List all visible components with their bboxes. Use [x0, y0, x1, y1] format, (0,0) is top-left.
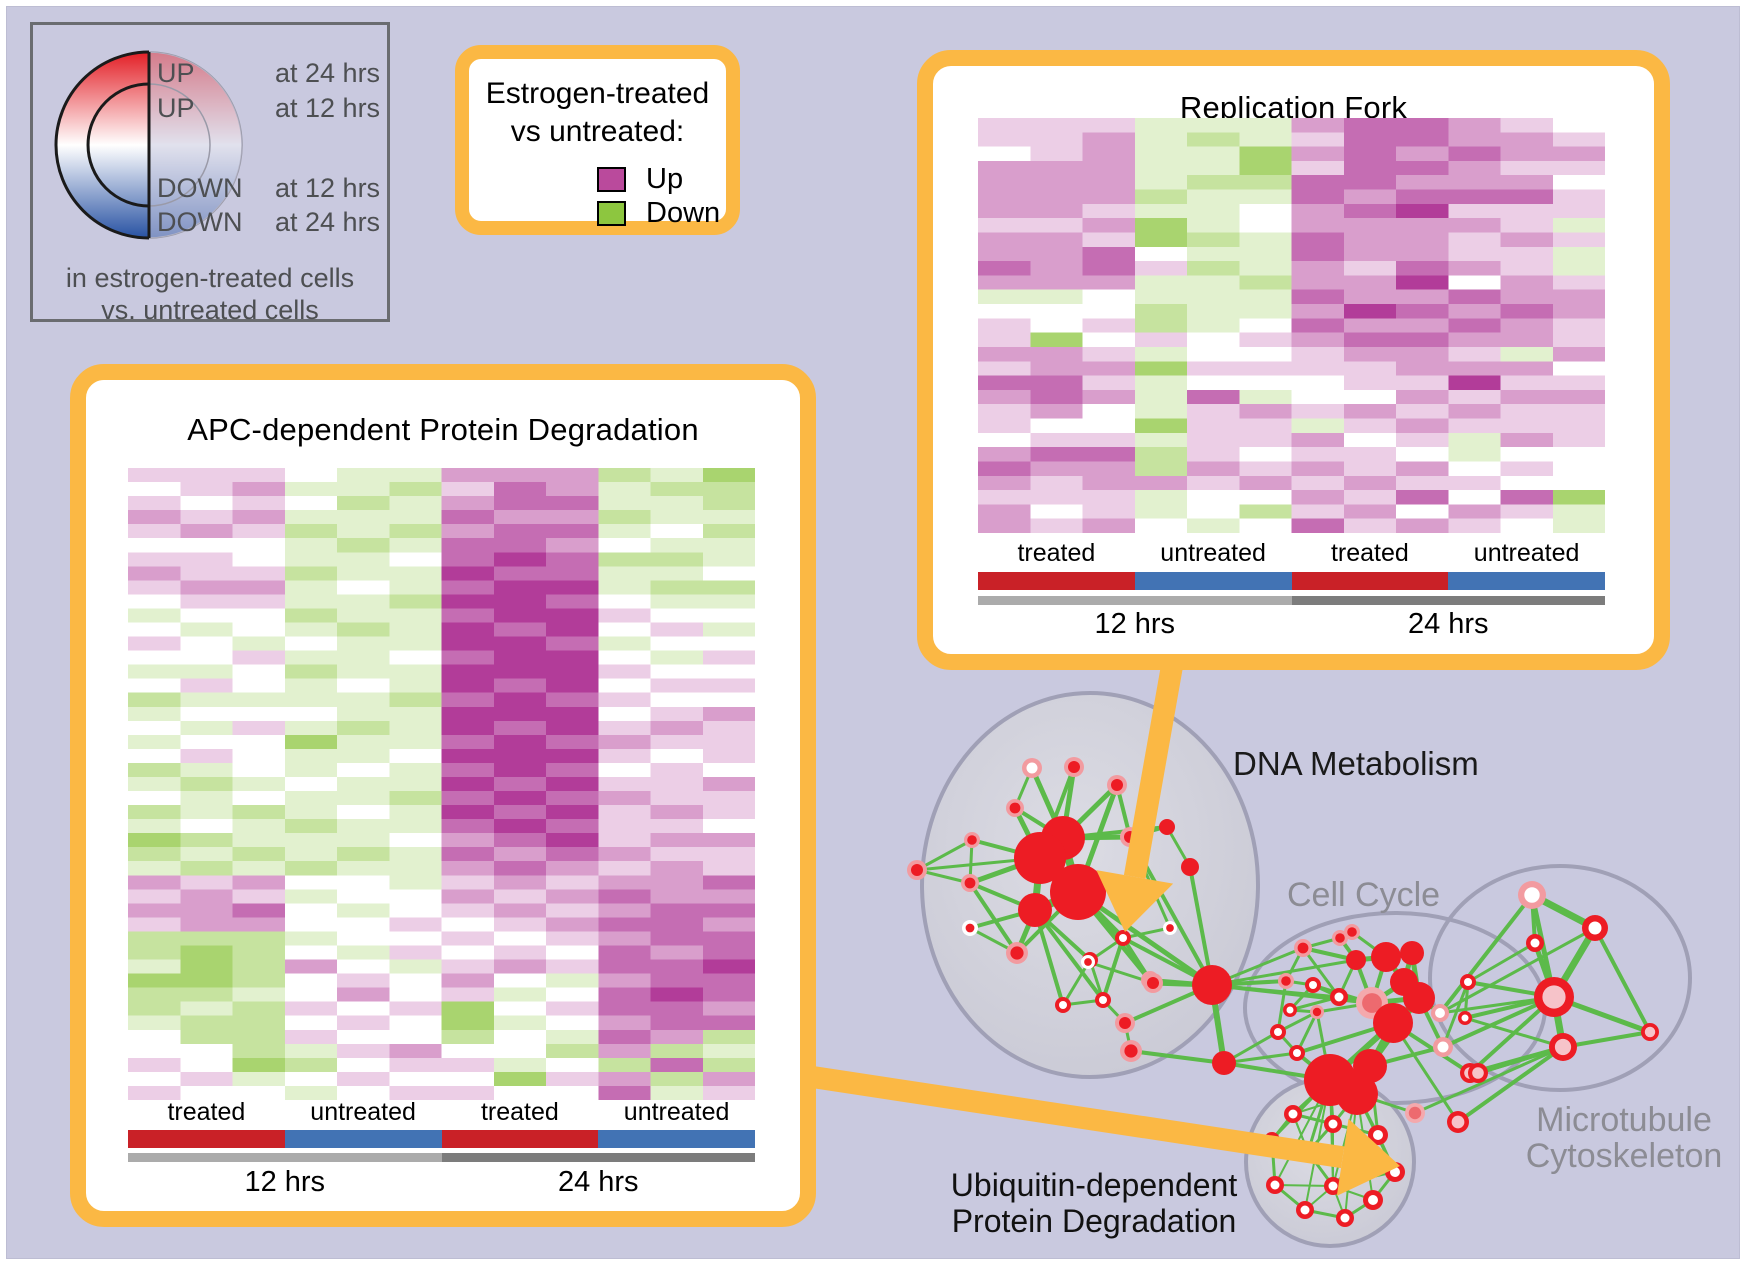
condition-label: treated: [1330, 539, 1409, 567]
panel-apc-title: APC-dependent Protein Degradation: [187, 412, 699, 447]
legend-time-24: at 24 hrs: [275, 58, 381, 88]
condition-label: untreated: [310, 1098, 416, 1126]
legend-caption-line2: vs. untreated cells: [101, 295, 319, 325]
heatmap-apc: [128, 468, 755, 1100]
legend-dir-down-12: DOWN: [157, 173, 243, 203]
panel-apc-protein-degradation: APC-dependent Protein Degradation treate…: [70, 364, 816, 1227]
condition-bar: [1134, 572, 1292, 590]
condition-bar: [441, 1130, 599, 1148]
condition-bar: [1448, 572, 1605, 590]
legend-item-label: Down: [646, 197, 721, 229]
time-bar: [1291, 596, 1605, 605]
legend-dir-up-24: UP: [157, 58, 195, 88]
condition-bar: [598, 1130, 755, 1148]
apc-time-bars: [128, 1153, 755, 1162]
time-bar: [978, 596, 1292, 605]
condition-label: untreated: [1473, 539, 1580, 567]
time-label: 12 hrs: [244, 1166, 326, 1198]
up-swatch-icon: [597, 167, 626, 192]
condition-bar: [1291, 572, 1449, 590]
legend-item-down: Down: [597, 197, 720, 230]
condition-bar: [128, 1130, 285, 1148]
condition-label: treated: [480, 1098, 559, 1126]
legend-time-down-24: at 24 hrs: [275, 207, 381, 237]
rf-condition-labels: treated untreated treated untreated: [978, 539, 1605, 568]
panel-replication-fork: Replication Fork treated untreated treated…: [917, 50, 1670, 670]
apc-condition-labels: treated untreated treated untreated: [128, 1098, 755, 1127]
time-label: 24 hrs: [557, 1166, 639, 1198]
legend-dir-up-12: UP: [157, 93, 195, 123]
condition-bar: [284, 1130, 442, 1148]
legend-time-down-12: at 12 hrs: [275, 173, 381, 203]
legend-time-12: at 12 hrs: [275, 93, 381, 123]
condition-label: untreated: [623, 1098, 730, 1126]
legend-item-up: Up: [597, 163, 683, 196]
condition-label: untreated: [1160, 539, 1266, 567]
down-swatch-icon: [597, 201, 626, 226]
time-bar: [128, 1153, 442, 1162]
rf-time-bars: [978, 596, 1605, 605]
apc-time-labels: 12 hrs 24 hrs: [128, 1166, 755, 1199]
rf-time-labels: 12 hrs 24 hrs: [978, 608, 1605, 641]
updown-node-glyph-icon: [54, 50, 243, 240]
legend-item-label: Up: [646, 163, 684, 195]
node-color-legend: UP at 24 hrs UP at 12 hrs DOWN at 12 hrs…: [30, 22, 390, 325]
condition-label: treated: [167, 1098, 246, 1126]
apc-condition-bars: [128, 1130, 755, 1148]
condition-label: treated: [1017, 539, 1096, 567]
time-label: 24 hrs: [1407, 608, 1489, 640]
estrogen-legend-title-line2: vs untreated:: [510, 115, 685, 148]
time-label: 12 hrs: [1094, 608, 1176, 640]
rf-condition-bars: [978, 572, 1605, 590]
estrogen-updown-legend: Estrogen-treated vs untreated: Up Down: [455, 45, 740, 235]
time-bar: [441, 1153, 755, 1162]
legend-dir-down-24: DOWN: [157, 207, 243, 237]
estrogen-legend-title-line1: Estrogen-treated: [485, 77, 710, 110]
legend-caption-line1: in estrogen-treated cells: [65, 263, 355, 293]
heatmap-replication-fork: [978, 118, 1605, 533]
condition-bar: [978, 572, 1135, 590]
